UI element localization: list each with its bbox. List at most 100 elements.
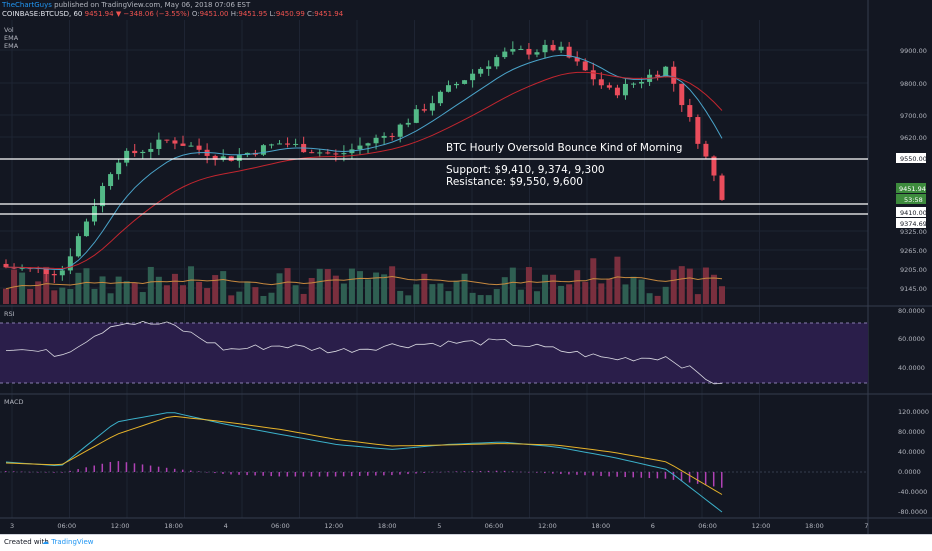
close-label: C:	[307, 10, 315, 18]
volume-bar	[3, 288, 9, 304]
volume-bar	[461, 273, 468, 304]
macd-hist-bar	[535, 472, 538, 473]
symbol-label[interactable]: COINBASE:BTCUSD, 60	[2, 10, 83, 18]
candle-body	[333, 153, 339, 155]
candle-body	[43, 268, 49, 275]
candle-body	[83, 221, 89, 237]
candle-body	[445, 85, 451, 92]
macd-histogram	[5, 461, 723, 488]
macd-hist-bar	[157, 466, 160, 472]
time-tick: 06:00	[57, 522, 76, 530]
candle-body	[51, 274, 57, 276]
volume-bar	[509, 267, 516, 304]
volume-bar	[268, 292, 275, 304]
chart-canvas[interactable]: BTC Hourly Oversold Bounce Kind of Morni…	[0, 0, 932, 534]
low-value: 9450.99	[275, 10, 305, 18]
volume-bar	[533, 291, 540, 304]
candle-body	[172, 140, 178, 144]
candle-body	[244, 152, 250, 155]
macd-tick: 0.0000	[898, 468, 921, 476]
volume-bar	[204, 288, 211, 304]
price-axis[interactable]: 9900.00 9800.00 9700.00 9620.00 9325.00 …	[900, 47, 927, 293]
macd-hist-bar	[600, 472, 602, 476]
macd-hist-bar	[318, 472, 321, 477]
candle-body	[478, 68, 484, 74]
time-tick: 4	[224, 522, 228, 530]
volume-bar	[525, 267, 532, 304]
price-tick: 9900.00	[900, 47, 927, 55]
volume-bar	[147, 266, 154, 304]
volume-bar	[558, 285, 565, 304]
ema-slow-line	[5, 71, 723, 270]
macd-hist-bar	[125, 462, 128, 472]
macd-hist-bar	[415, 472, 417, 474]
candle-body	[454, 83, 460, 86]
candle-body	[526, 48, 532, 55]
macd-hist-bar	[109, 461, 112, 472]
macd-hist-bar	[61, 472, 63, 473]
time-tick: 12:00	[538, 522, 557, 530]
volume-bar	[670, 269, 677, 304]
author-link[interactable]: TheChartGuys	[2, 1, 52, 9]
candle-body	[317, 152, 323, 154]
macd-hist-bar	[407, 472, 409, 475]
volume-bar	[686, 268, 693, 304]
macd-axis[interactable]: 120.0000 80.0000 40.0000 0.0000 -40.0000…	[898, 408, 929, 516]
volume-bar	[550, 274, 557, 304]
candle-body	[381, 135, 387, 138]
badge-9374-text: 9374.69	[900, 220, 927, 228]
indicator-ema1-label[interactable]: EMA	[4, 34, 19, 42]
volume-bar	[501, 277, 508, 304]
macd-hist-bar	[222, 472, 224, 474]
candle-body	[534, 52, 540, 55]
publish-info: published on TradingView.com, May 06, 20…	[54, 1, 251, 9]
rsi-axis[interactable]: 80.0000 60.0000 40.0000	[898, 307, 925, 372]
tradingview-brand: TradingView	[51, 538, 94, 546]
candle-body	[429, 103, 435, 111]
macd-hist-bar	[519, 471, 522, 473]
candle-body	[582, 61, 588, 71]
macd-hist-bar	[375, 472, 377, 476]
candle-body	[11, 267, 17, 269]
tradingview-logo-link[interactable]: ☁ TradingView	[42, 538, 94, 546]
time-tick: 18:00	[378, 522, 397, 530]
macd-hist-bar	[640, 472, 643, 478]
rsi-tick: 80.0000	[898, 307, 925, 315]
badge-last-price-text: 9451.94	[899, 185, 926, 193]
badge-countdown	[896, 194, 926, 204]
volume-bar	[646, 293, 653, 304]
macd-hist-bar	[133, 463, 136, 472]
badge-countdown-text: 53:58	[904, 196, 923, 204]
time-axis[interactable]: 3 06:00 12:00 18:00 4 06:00 12:00 18:00 5 06:00 12…	[10, 522, 869, 530]
candle-body	[550, 44, 556, 51]
volume-bar	[212, 275, 219, 304]
volume-bar	[107, 293, 114, 304]
volume-bar	[453, 280, 460, 304]
candle-body	[3, 263, 9, 268]
indicator-macd-label[interactable]: MACD	[4, 398, 24, 406]
candle-body	[285, 143, 291, 145]
macd-hist-bar	[21, 471, 23, 473]
time-tick: 7	[864, 522, 868, 530]
ema-fast-line	[5, 54, 723, 271]
macd-hist-bar	[423, 472, 425, 474]
volume-bar	[188, 266, 195, 304]
macd-tick: 80.0000	[898, 428, 925, 436]
volume-bar	[614, 256, 621, 304]
macd-hist-bar	[552, 472, 554, 474]
indicator-vol-label[interactable]: Vol	[4, 26, 14, 34]
macd-hist-bar	[238, 472, 240, 475]
volume-bar	[43, 266, 50, 304]
volume-bar	[590, 258, 597, 304]
badge-9550	[896, 153, 926, 163]
indicator-rsi-label[interactable]: RSI	[4, 310, 15, 318]
volume-bar	[171, 273, 178, 304]
macd-hist-bar	[270, 472, 272, 477]
macd-hist-bar	[286, 472, 289, 477]
rsi-tick: 40.0000	[898, 364, 925, 372]
time-tick: 5	[437, 522, 441, 530]
candle-body	[196, 145, 202, 150]
volume-bar	[493, 289, 500, 304]
macd-hist-bar	[624, 472, 626, 478]
indicator-ema2-label[interactable]: EMA	[4, 42, 19, 50]
